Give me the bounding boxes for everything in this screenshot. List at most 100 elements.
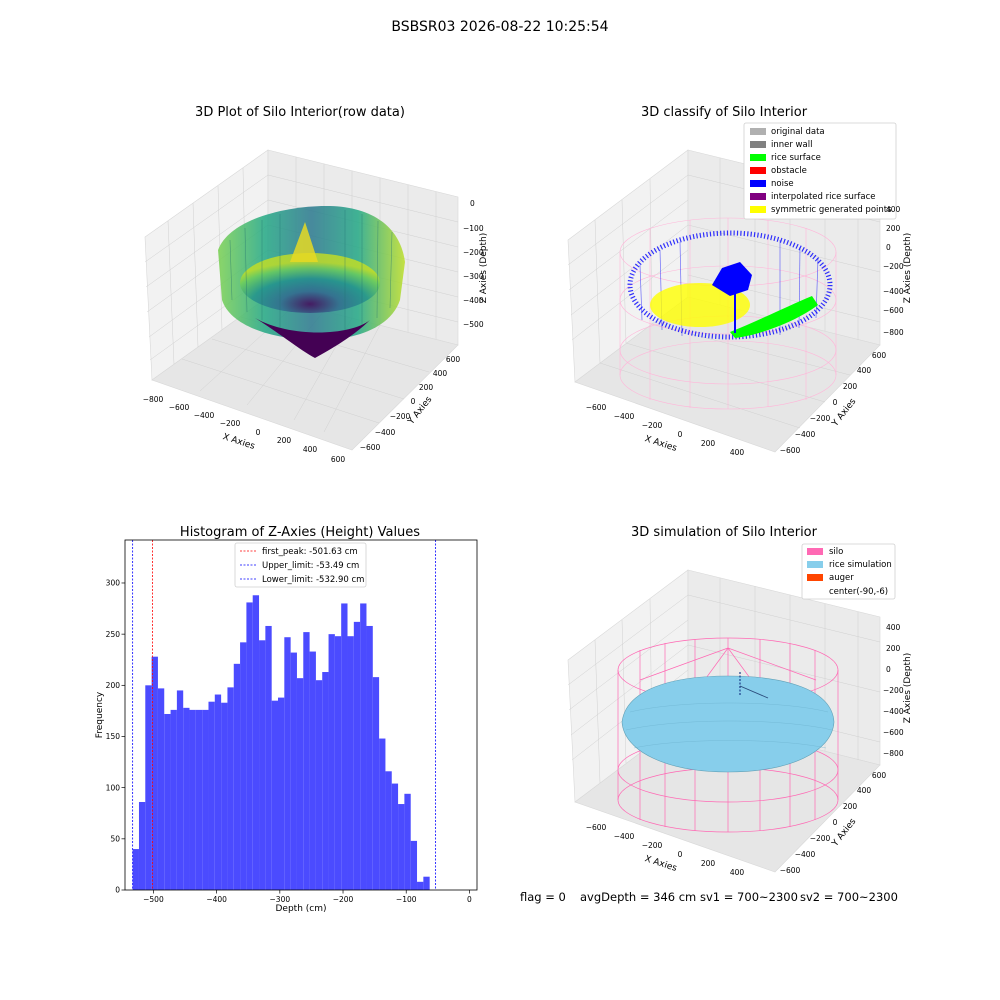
hist-bar [417,881,424,890]
y-tick-label: 50 [110,835,120,844]
hist-bar [303,632,310,890]
simulation-rice-surface [621,675,835,773]
hist-bar [233,663,241,890]
classify-x-label: X Axies [643,434,678,454]
x-tick-label: 0 [467,895,472,904]
hist-bar [189,709,196,890]
hist-bar [341,603,348,890]
legend-swatch-obstacle [750,167,766,174]
status-line: flag = 0 avgDepth = 346 cm sv1 = 700~230… [520,890,898,904]
tick-label: −600 [169,403,190,412]
hist-bar [423,876,430,890]
y-tick-label: 0 [115,886,120,895]
hist-bar [379,738,386,890]
hist-bar [328,634,335,890]
simulation-auger-arm [739,685,769,699]
panel-raw-3d: 3D Plot of Silo Interior(row data) [143,105,489,464]
classify-x-ticks: −600 −400 −200 0 200 400 [586,403,745,457]
tick-label: −200 [642,841,663,850]
tick-label: −400 [463,296,484,305]
hist-bar [259,640,266,890]
tick-label: −400 [883,707,904,716]
raw-y-ticks: −600 −400 −200 0 200 400 600 [360,355,461,452]
hist-bar [176,690,184,890]
tick-label: −100 [463,224,484,233]
tick-label: 200 [277,436,292,445]
pane-floor [151,296,459,451]
tick-label: −400 [795,430,816,439]
hist-bar [195,709,203,890]
legend-label-interpolated: interpolated rice surface [771,192,876,202]
tick-label: 0 [886,243,891,252]
y-tick-label: 200 [106,681,121,690]
tick-label: −200 [883,686,904,695]
hist-bar [227,687,234,890]
legend-swatch-inner-wall [750,141,766,148]
y-tick-label: 100 [106,783,121,792]
x-tick-label: −100 [396,895,417,904]
hist-bar [252,595,260,890]
hist-bar [410,840,418,890]
hist-x-label: Depth (cm) [275,904,326,914]
classify-noise-cluster [712,262,752,296]
tick-label: −400 [795,850,816,859]
classify-z-label: Z Axies (Depth) [903,233,913,304]
simulation-mesh-lines [625,702,833,749]
hist-bar [132,849,139,890]
tick-label: −600 [586,823,607,832]
x-tick-label: −400 [206,895,227,904]
hist-bar [202,709,209,890]
tick-label: 0 [833,818,838,827]
tick-label: −300 [463,272,484,281]
tick-label: −200 [883,262,904,271]
legend-swatch-rice-surface [750,154,766,161]
hist-bar [309,651,316,890]
hist-y-ticks: 0 50 100 150 200 250 300 [106,579,125,895]
tick-label: 200 [701,859,716,868]
tick-label: 400 [886,623,901,632]
raw-wall-stripes [229,210,393,330]
hist-bar [404,793,411,890]
tick-label: 200 [886,644,901,653]
hist-bar [138,801,146,890]
hist-bar [347,636,354,890]
tick-label: −400 [883,287,904,296]
hist-bar [157,688,165,890]
hist-bar [366,625,373,890]
tick-label: 200 [843,802,858,811]
hist-bar [372,677,380,890]
tick-label: −800 [883,749,904,758]
pane-floor [574,296,881,453]
tick-label: −200 [810,414,831,423]
tick-label: 600 [872,351,887,360]
panel-simulation-3d: 3D simulation of Silo Interior [567,525,913,877]
tick-label: 0 [678,850,683,859]
status-avg-depth: avgDepth = 346 cm [580,890,696,904]
tick-label: 400 [730,868,745,877]
legend-label-inner-wall: inner wall [771,140,812,150]
legend-label-lower-limit: Lower_limit: -532.90 cm [262,575,364,585]
tick-label: −600 [883,306,904,315]
y-tick-label: 300 [106,579,121,588]
legend-label-first-peak: first_peak: -501.63 cm [262,547,358,557]
tick-label: 400 [886,205,901,214]
hist-bar [290,652,297,890]
tick-label: −200 [463,248,484,257]
classify-z-ticks: 400 200 0 −200 −400 −600 −800 [883,205,904,337]
tick-label: −200 [390,412,411,421]
hist-bar [183,707,190,890]
hist-bar [145,685,152,890]
simulation-x-ticks: −600 −400 −200 0 200 400 [586,823,745,877]
tick-label: −600 [780,446,801,455]
legend-label-rice-surface: rice surface [771,153,821,163]
hist-bar [315,680,323,890]
legend-swatch-interpolated [750,193,766,200]
hist-bar [208,701,215,890]
tick-label: 200 [419,383,434,392]
hist-bar [334,636,342,890]
classify-y-ticks: −600 −400 −200 0 200 400 600 [780,351,887,455]
tick-label: 0 [833,398,838,407]
hist-bar [151,656,158,890]
classify-symmetric-points [650,283,750,327]
raw-x-ticks: −800 −600 −400 −200 0 200 400 600 [143,395,346,464]
